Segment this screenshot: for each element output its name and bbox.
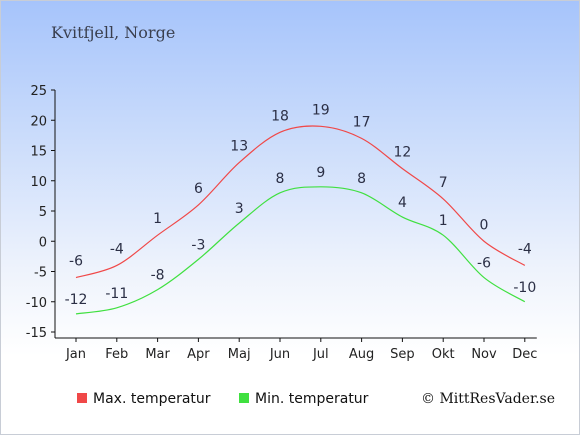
x-tick-label: Mar xyxy=(145,347,170,362)
x-tick-label: Aug xyxy=(349,347,374,362)
max-data-label: -4 xyxy=(518,241,532,257)
x-tick-label: Dec xyxy=(512,347,537,362)
max-data-label: 13 xyxy=(230,139,248,155)
min-temperature-line xyxy=(75,186,526,315)
min-data-label: -11 xyxy=(105,286,128,302)
legend-label-max: Max. temperatur xyxy=(93,391,211,407)
series-lines xyxy=(75,125,526,315)
y-tick-label: 25 xyxy=(30,84,47,99)
max-data-label: 17 xyxy=(353,114,371,130)
y-tick-label: 15 xyxy=(30,145,47,160)
legend-label-min: Min. temperatur xyxy=(255,391,369,407)
max-data-label: 0 xyxy=(480,217,489,233)
location-title: Kvitfjell, Norge xyxy=(51,23,175,42)
data-labels: -6 -4 1 6 13 18 19 17 12 7 0 -4 -12 -11 -8 -3 3 8 9 8 4 1 -6 -1… xyxy=(65,102,537,308)
x-tick-label: Apr xyxy=(187,347,210,362)
max-data-label: 12 xyxy=(393,145,411,161)
credit-text: © MittResVader.se xyxy=(421,391,555,407)
x-tick-label: Nov xyxy=(471,347,497,362)
min-data-label: 1 xyxy=(439,213,448,229)
y-tick-label: 10 xyxy=(30,175,47,190)
y-tick-label: -10 xyxy=(26,296,47,311)
legend: Max. temperatur Min. temperatur xyxy=(77,391,369,407)
max-data-label: -6 xyxy=(69,254,83,270)
x-tick-label: Jan xyxy=(65,347,86,362)
max-temperature-line xyxy=(75,125,526,279)
max-data-label: -4 xyxy=(110,241,124,257)
y-tick-label: 20 xyxy=(30,114,47,129)
min-data-label: 8 xyxy=(276,171,285,187)
max-data-label: 18 xyxy=(271,108,289,124)
max-data-label: 19 xyxy=(312,102,330,118)
legend-swatch-max xyxy=(77,393,87,403)
max-data-label: 7 xyxy=(439,175,448,191)
x-tick-label: Maj xyxy=(228,347,251,362)
y-tick-label: 5 xyxy=(39,205,47,220)
max-data-label: 6 xyxy=(194,181,203,197)
y-tick-label: 0 xyxy=(39,235,47,250)
min-data-label: -10 xyxy=(513,280,536,296)
min-data-label: 4 xyxy=(398,195,407,211)
x-tick-label: Sep xyxy=(390,347,415,362)
min-data-label: 9 xyxy=(316,165,325,181)
min-data-label: 3 xyxy=(235,201,244,217)
max-data-label: 1 xyxy=(153,211,162,227)
min-data-label: -8 xyxy=(151,268,165,284)
min-data-label: -3 xyxy=(191,237,205,253)
min-data-label: -6 xyxy=(477,256,491,272)
x-tick-label: Okt xyxy=(432,347,455,362)
min-data-label: -12 xyxy=(65,292,88,308)
x-tick-label: Feb xyxy=(105,347,128,362)
x-tick-label: Jun xyxy=(269,347,290,362)
min-data-label: 8 xyxy=(357,171,366,187)
y-tick-label: -5 xyxy=(34,266,47,281)
x-tick-label: Jul xyxy=(312,347,329,362)
y-tick-label: -15 xyxy=(26,326,47,341)
legend-swatch-min xyxy=(239,393,249,403)
